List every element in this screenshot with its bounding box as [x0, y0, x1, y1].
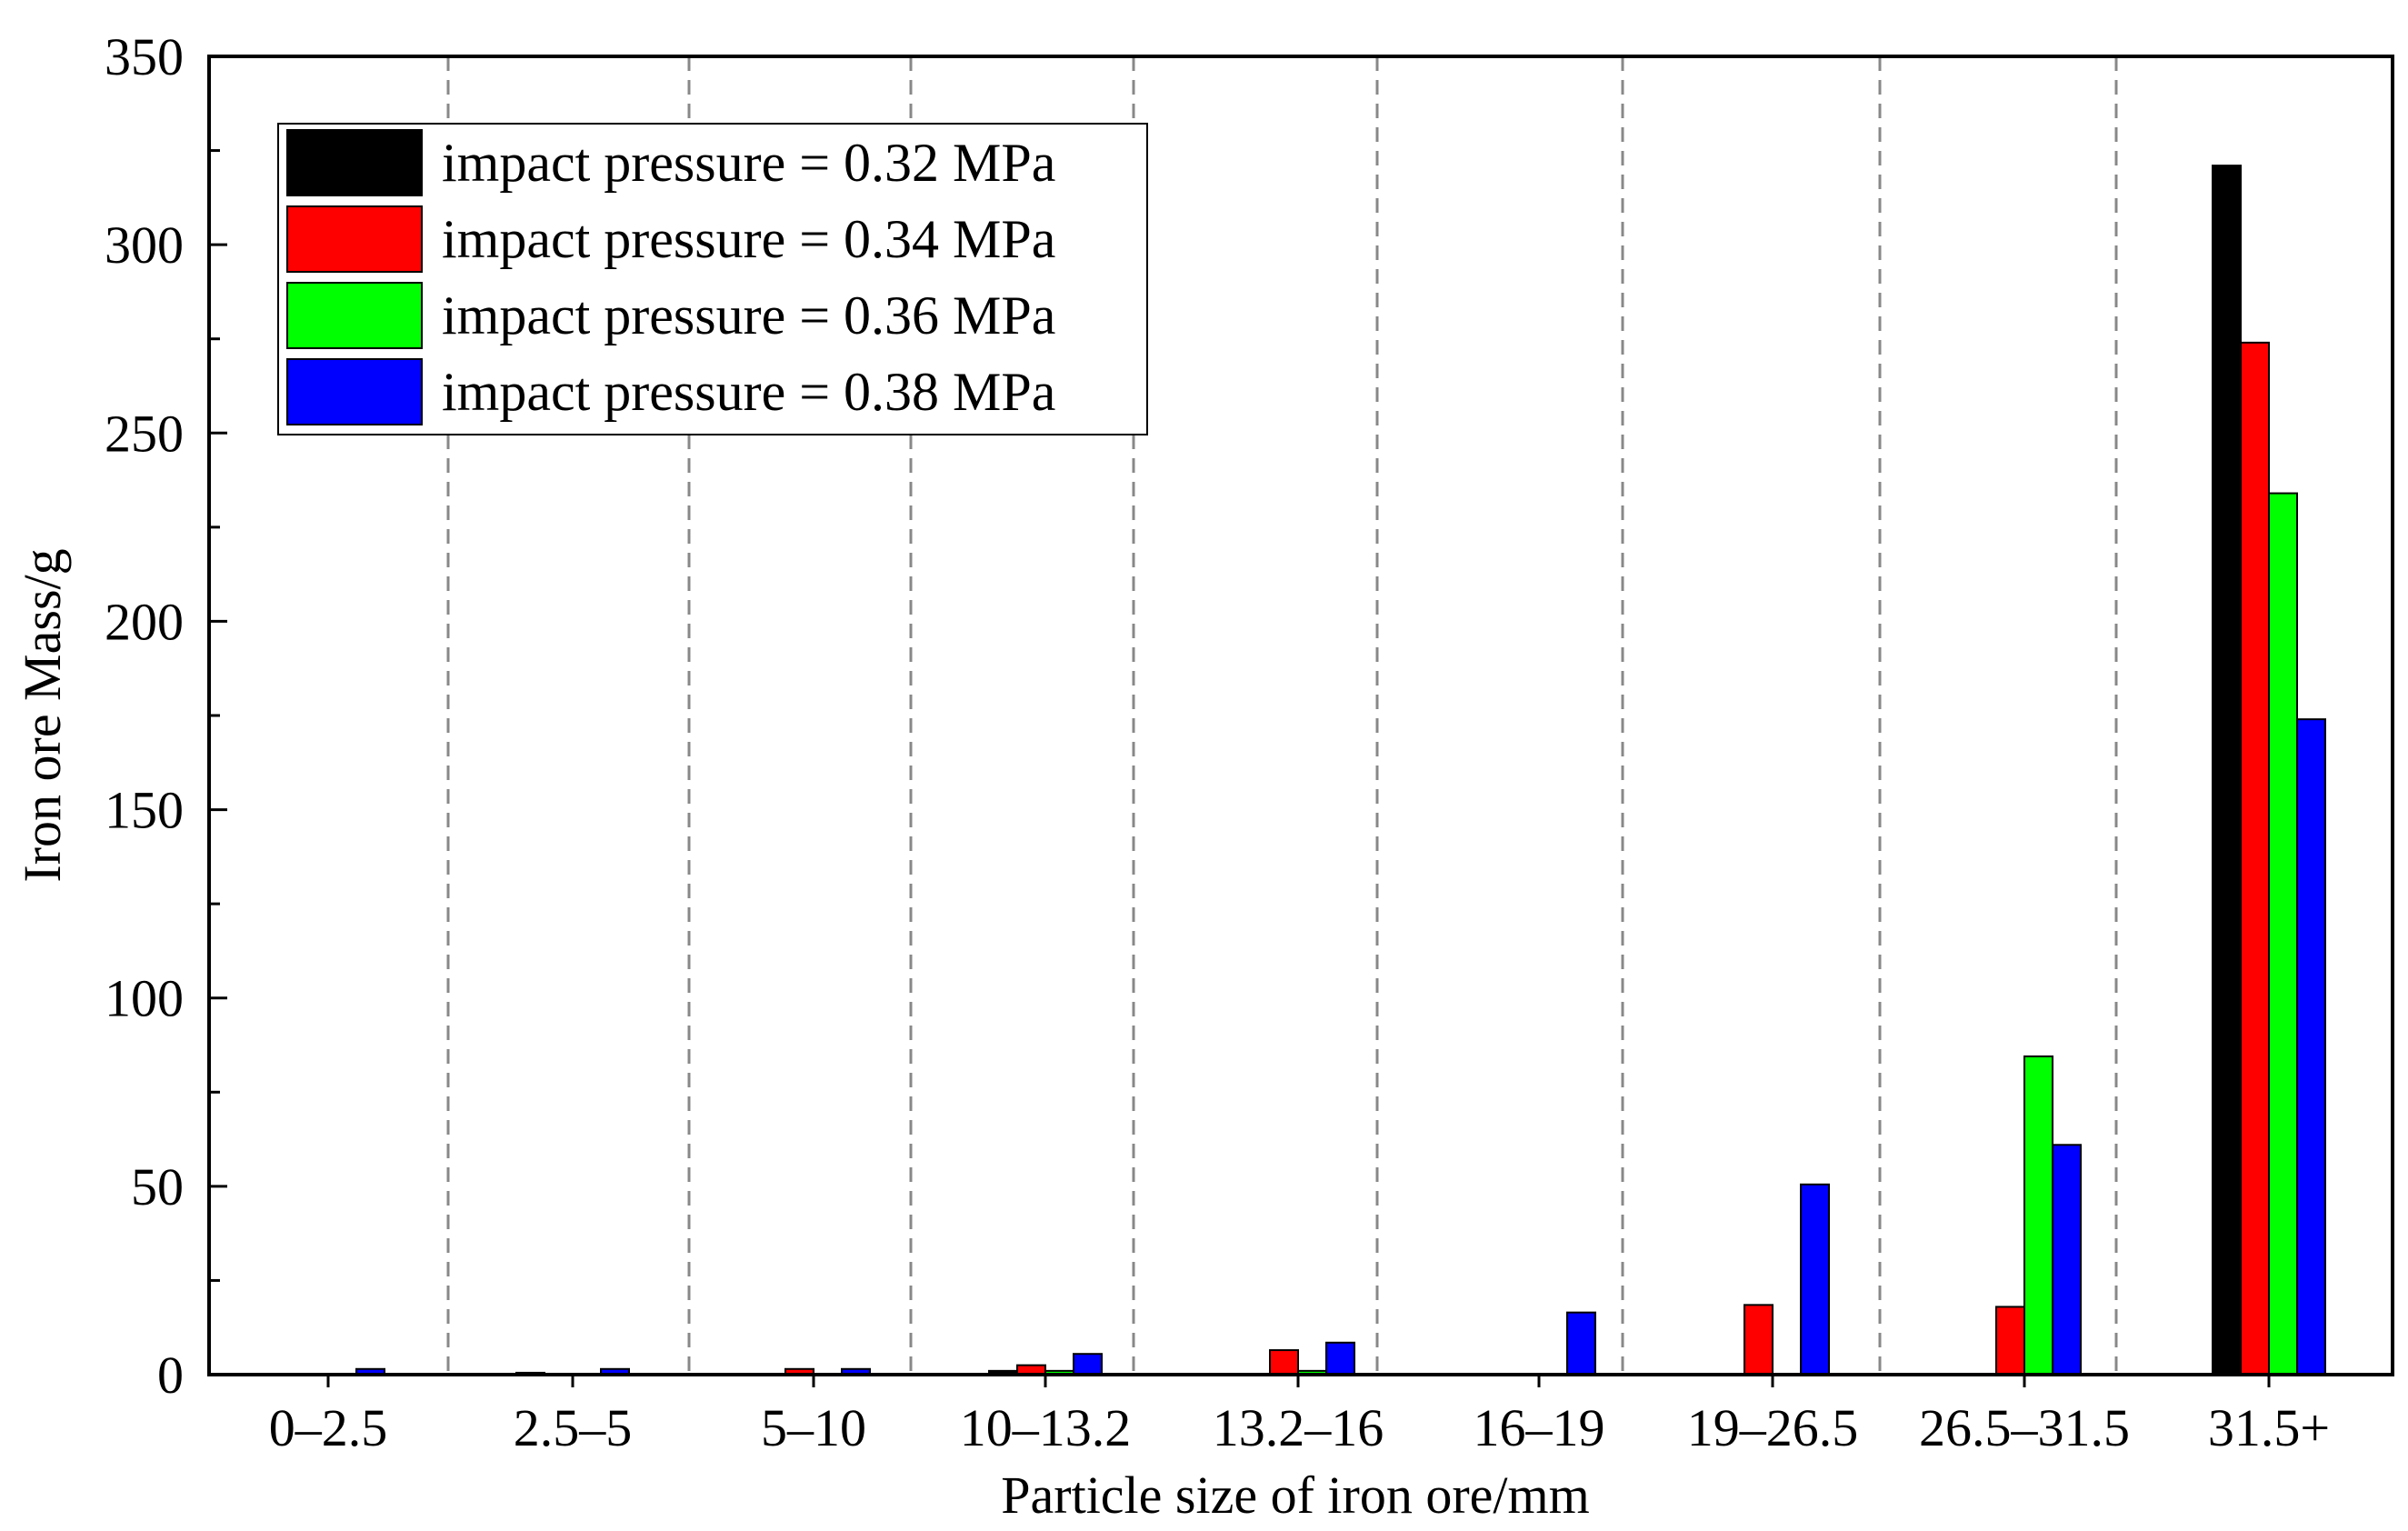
- bar-8-1: [2240, 341, 2270, 1376]
- bar-8-3: [2296, 718, 2326, 1376]
- x-axis-title: Particle size of iron ore/mm: [1001, 1466, 1589, 1525]
- legend-swatch-3: [286, 358, 423, 425]
- y-tick-label: 0: [157, 1346, 184, 1405]
- bar-4-1: [1269, 1349, 1299, 1376]
- x-tick-label: 5–10: [761, 1398, 866, 1457]
- bar-7-2: [2023, 1055, 2053, 1376]
- legend-label-3: impact pressure = 0.38 MPa: [442, 362, 1055, 422]
- y-tick-label: 50: [131, 1157, 184, 1216]
- legend-swatch-2: [286, 282, 423, 349]
- y-tick-label: 300: [105, 215, 184, 275]
- bar-5-3: [1566, 1311, 1596, 1376]
- x-tick-label: 16–19: [1474, 1398, 1605, 1457]
- bar-3-3: [1073, 1353, 1103, 1376]
- y-tick-label: 350: [105, 27, 184, 86]
- bar-6-1: [1744, 1304, 1774, 1376]
- bar-4-3: [1325, 1341, 1355, 1376]
- legend-label-0: impact pressure = 0.32 MPa: [442, 133, 1055, 193]
- x-tick-label: 0–2.5: [269, 1398, 388, 1457]
- legend-label-1: impact pressure = 0.34 MPa: [442, 209, 1055, 269]
- y-tick-label: 150: [105, 781, 184, 840]
- x-tick-label: 10–13.2: [960, 1398, 1132, 1457]
- bar-7-1: [1995, 1306, 2025, 1376]
- x-tick-label: 31.5+: [2208, 1398, 2330, 1457]
- legend-frame: [277, 123, 1148, 435]
- y-axis: 0 50 100 150 200 250 300 350: [105, 27, 227, 1405]
- y-tick-label: 100: [105, 969, 184, 1028]
- x-tick-label: 26.5–31.5: [1919, 1398, 2130, 1457]
- x-tick-label: 13.2–16: [1213, 1398, 1384, 1457]
- bar-8-0: [2212, 165, 2242, 1376]
- legend-swatch-1: [286, 205, 423, 273]
- bar-6-3: [1800, 1183, 1830, 1376]
- bar-8-2: [2268, 492, 2298, 1376]
- legend: impact pressure = 0.32 MPa impact pressur…: [277, 123, 1148, 435]
- y-axis-title: Iron ore Mass/g: [13, 548, 72, 882]
- legend-label-2: impact pressure = 0.36 MPa: [442, 285, 1055, 345]
- y-tick-label: 200: [105, 592, 184, 651]
- bars-group: [355, 165, 2326, 1376]
- x-axis: 0–2.5 2.5–5 5–10 10–13.2 13.2–16 16–19 19–26.5…: [269, 1375, 2330, 1457]
- legend-swatch-0: [286, 129, 423, 196]
- y-tick-label: 250: [105, 404, 184, 463]
- x-tick-label: 19–26.5: [1687, 1398, 1859, 1457]
- bar-7-3: [2052, 1144, 2082, 1376]
- x-tick-label: 2.5–5: [514, 1398, 633, 1457]
